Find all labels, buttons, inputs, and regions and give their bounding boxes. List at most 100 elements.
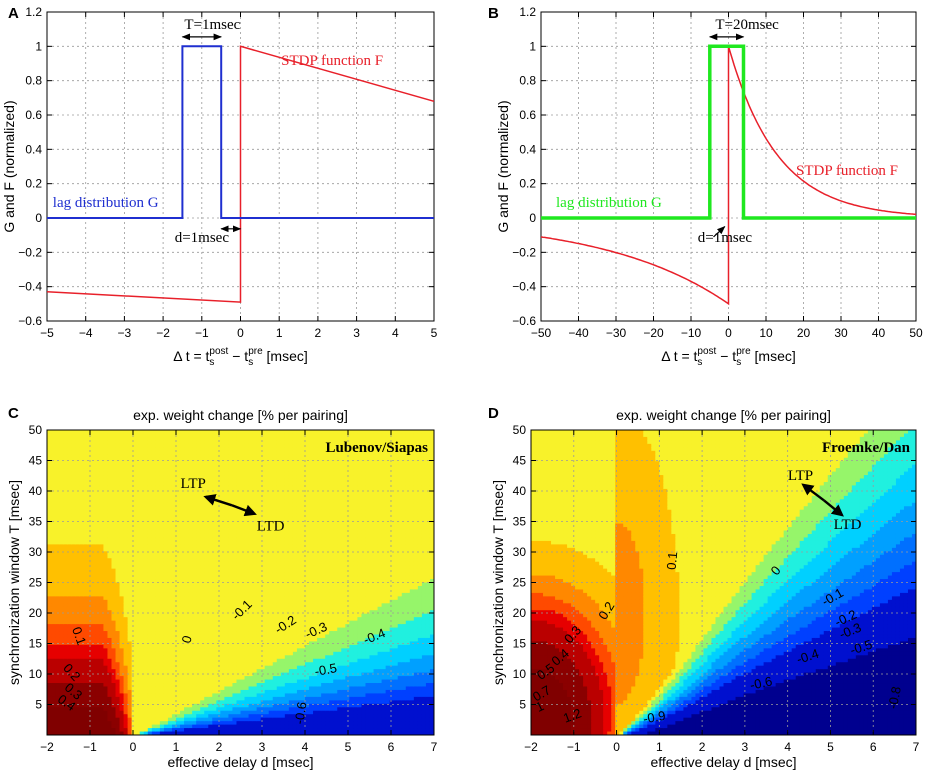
contour-cell bbox=[220, 689, 225, 695]
contour-cell bbox=[95, 450, 101, 455]
contour-cell bbox=[228, 568, 234, 573]
contour-cell bbox=[131, 707, 137, 712]
contour-cell bbox=[111, 589, 117, 594]
contour-cell bbox=[87, 620, 92, 625]
contour-cell bbox=[224, 575, 230, 580]
contour-cell bbox=[176, 724, 181, 729]
contour-cell bbox=[83, 731, 88, 735]
contour-cell bbox=[83, 509, 88, 514]
contour-cell bbox=[63, 464, 68, 469]
contour-cell bbox=[204, 540, 209, 545]
contour-cell bbox=[75, 662, 80, 667]
contour-cell bbox=[107, 537, 113, 542]
contour-cell bbox=[180, 551, 185, 556]
contour-cell bbox=[204, 637, 209, 643]
contour-cell bbox=[47, 433, 52, 438]
contour-cell bbox=[47, 443, 52, 448]
contour-cell bbox=[260, 644, 266, 649]
contour-cell bbox=[63, 589, 68, 594]
contour-cell bbox=[87, 617, 92, 622]
contour-cell bbox=[167, 481, 173, 487]
contour-cell bbox=[83, 669, 88, 674]
contour-cell bbox=[59, 728, 64, 733]
contour-cell bbox=[184, 440, 189, 445]
contour-cell bbox=[228, 592, 234, 597]
contour-cell bbox=[135, 648, 141, 653]
contour-cell bbox=[79, 606, 84, 611]
contour-cell bbox=[63, 672, 68, 677]
contour-cell bbox=[135, 717, 141, 722]
contour-cell bbox=[240, 624, 246, 629]
contour-cell bbox=[240, 724, 246, 729]
contour-cell bbox=[212, 703, 217, 708]
contour-cell bbox=[79, 721, 84, 726]
contour-cell bbox=[224, 689, 230, 695]
contour-cell bbox=[180, 637, 185, 643]
contour-cell bbox=[196, 561, 201, 566]
contour-cell bbox=[176, 613, 181, 618]
contour-cell bbox=[200, 707, 205, 712]
contour-cell bbox=[111, 502, 117, 507]
contour-cell bbox=[87, 575, 92, 580]
contour-cell bbox=[95, 551, 101, 556]
contour-cell bbox=[67, 624, 72, 629]
contour-cell bbox=[167, 523, 173, 528]
contour-cell bbox=[83, 714, 88, 719]
contour-cell bbox=[87, 461, 92, 466]
contour-cell bbox=[256, 454, 262, 459]
contour-cell bbox=[79, 478, 84, 483]
contour-cell bbox=[119, 599, 125, 604]
contour-cell bbox=[192, 492, 197, 497]
contour-cell bbox=[188, 703, 193, 708]
contour-cell bbox=[244, 721, 250, 726]
contour-cell bbox=[83, 624, 88, 629]
contour-cell bbox=[147, 527, 153, 532]
contour-cell bbox=[63, 707, 68, 712]
contour-cell bbox=[71, 627, 76, 632]
contour-cell bbox=[151, 592, 157, 597]
contour-cell bbox=[208, 447, 213, 452]
contour-cell bbox=[204, 516, 209, 521]
contour-cell bbox=[131, 492, 137, 497]
contour-cell bbox=[163, 554, 169, 559]
contour-cell bbox=[135, 620, 141, 625]
y-tick-label: 0.6 bbox=[25, 108, 42, 122]
contour-cell bbox=[155, 450, 161, 455]
contour-cell bbox=[135, 533, 141, 539]
contour-cell bbox=[192, 527, 197, 532]
contour-cell bbox=[155, 627, 161, 632]
contour-cell bbox=[216, 530, 221, 535]
contour-cell bbox=[123, 655, 129, 660]
contour-cell bbox=[127, 651, 133, 656]
contour-cell bbox=[256, 471, 262, 476]
contour-cell bbox=[79, 430, 84, 435]
contour-cell bbox=[131, 672, 137, 677]
contour-cell bbox=[87, 696, 92, 701]
contour-cell bbox=[159, 430, 165, 435]
contour-cell bbox=[260, 454, 266, 459]
contour-cell bbox=[143, 513, 149, 518]
contour-cell bbox=[91, 540, 96, 545]
contour-cell bbox=[196, 683, 201, 688]
contour-cell bbox=[171, 454, 177, 459]
contour-cell bbox=[99, 537, 105, 542]
contour-cell bbox=[111, 572, 117, 577]
contour-cell bbox=[67, 488, 72, 493]
contour-cell bbox=[139, 620, 145, 625]
contour-cell bbox=[196, 724, 201, 729]
contour-cell bbox=[220, 655, 225, 660]
contour-cell bbox=[252, 624, 258, 629]
contour-cell bbox=[75, 443, 80, 448]
contour-cell bbox=[260, 648, 266, 653]
x-tick-label: −50 bbox=[531, 326, 552, 340]
contour-cell bbox=[192, 717, 197, 722]
contour-cell bbox=[103, 585, 109, 591]
contour-cell bbox=[216, 700, 221, 705]
contour-cell bbox=[111, 540, 117, 545]
contour-cell bbox=[180, 693, 185, 698]
contour-cell bbox=[147, 575, 153, 580]
contour-cell bbox=[107, 620, 113, 625]
contour-cell bbox=[103, 696, 109, 701]
contour-cell bbox=[212, 481, 217, 487]
contour-cell bbox=[55, 669, 60, 674]
